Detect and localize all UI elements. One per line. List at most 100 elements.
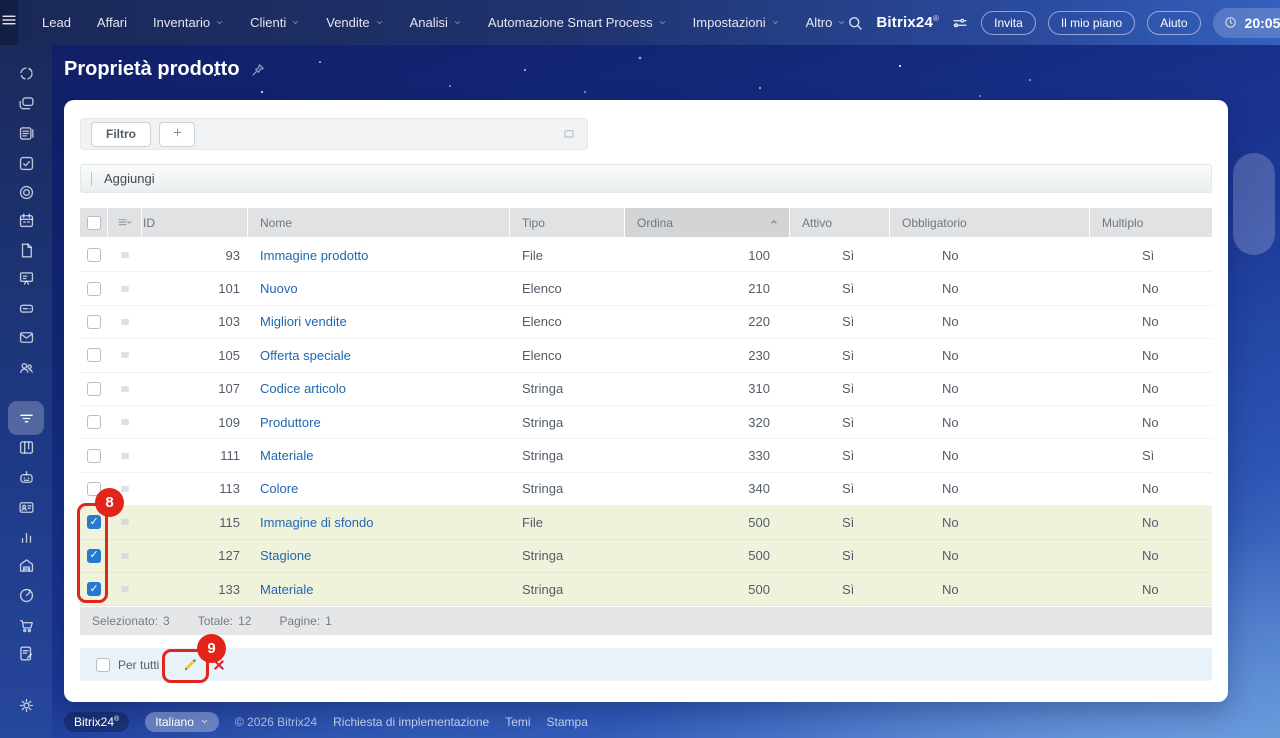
drag-handle-icon[interactable] — [117, 247, 133, 263]
top-menu-item-affari[interactable]: Affari — [97, 15, 127, 30]
footer-brand[interactable]: Bitrix24® — [64, 712, 129, 732]
sidebar-item-copilot-icon[interactable] — [10, 58, 42, 88]
grid-settings-icon[interactable] — [116, 214, 133, 231]
add-button[interactable]: Aggiungi — [92, 171, 155, 186]
row-checkbox[interactable] — [87, 515, 101, 529]
column-header-obbligatorio[interactable]: Obbligatorio — [890, 208, 1090, 237]
sidebar-item-projects-icon[interactable] — [10, 432, 42, 462]
top-menu-item-lead[interactable]: Lead — [42, 15, 71, 30]
sidebar-item-analytics-icon[interactable] — [10, 522, 42, 552]
top-menu-item-altro[interactable]: Altro — [806, 15, 847, 30]
sidebar-item-processes-icon[interactable] — [10, 177, 42, 207]
table-row: 107 Codice articolo Stringa 310 Sì No No — [80, 373, 1212, 406]
language-selector[interactable]: Italiano — [145, 712, 219, 732]
table-row: 127 Stagione Stringa 500 Sì No No — [80, 540, 1212, 573]
property-link[interactable]: Offerta speciale — [260, 348, 351, 363]
sidebar-item-settings-icon[interactable] — [10, 690, 42, 720]
sidebar-item-tasks-icon[interactable] — [10, 148, 42, 178]
sidebar-item-contact-center-icon[interactable] — [10, 492, 42, 522]
drag-handle-icon[interactable] — [117, 314, 133, 330]
row-checkbox[interactable] — [87, 248, 101, 262]
property-link[interactable]: Colore — [260, 481, 298, 496]
drag-handle-icon[interactable] — [117, 281, 133, 297]
column-header-id[interactable]: ID — [142, 208, 248, 237]
property-link[interactable]: Immagine prodotto — [260, 248, 368, 263]
main-menu-toggle[interactable] — [0, 0, 18, 45]
table-row: 103 Migliori vendite Elenco 220 Sì No No — [80, 306, 1212, 339]
row-checkbox[interactable] — [87, 282, 101, 296]
sidebar-item-messenger-icon[interactable] — [10, 88, 42, 118]
property-link[interactable]: Materiale — [260, 448, 313, 463]
sidebar-item-shop-icon[interactable] — [10, 610, 42, 640]
sidebar-item-calendar-icon[interactable] — [10, 205, 42, 235]
column-header-nome[interactable]: Nome — [248, 208, 510, 237]
row-checkbox[interactable] — [87, 382, 101, 396]
sidebar-item-sign-icon[interactable] — [10, 638, 42, 668]
marketing-icon — [17, 586, 36, 605]
top-menu-item-vendite[interactable]: Vendite — [326, 15, 383, 30]
property-link[interactable]: Produttore — [260, 415, 321, 430]
top-menu-item-automazione-smart-process[interactable]: Automazione Smart Process — [488, 15, 667, 30]
column-header-attivo[interactable]: Attivo — [790, 208, 890, 237]
row-checkbox[interactable] — [87, 482, 101, 496]
column-header-multiplo[interactable]: Multiplo — [1090, 208, 1212, 237]
sidebar-item-feed-icon[interactable] — [10, 118, 42, 148]
select-all-checkbox[interactable] — [87, 216, 101, 230]
sidebar-item-employees-icon[interactable] — [10, 352, 42, 382]
panel-toggle-icon[interactable] — [561, 126, 577, 142]
top-menu-item-analisi[interactable]: Analisi — [410, 15, 462, 30]
footer-link-stampa[interactable]: Stampa — [547, 715, 588, 729]
brand-logo: Bitrix24® — [876, 14, 939, 31]
sliders-icon[interactable] — [951, 14, 969, 32]
my-plan-button[interactable]: Il mio piano — [1048, 11, 1135, 35]
drag-handle-icon[interactable] — [117, 347, 133, 363]
property-link[interactable]: Stagione — [260, 548, 311, 563]
property-link[interactable]: Materiale — [260, 582, 313, 597]
property-link[interactable]: Immagine di sfondo — [260, 515, 373, 530]
pin-icon[interactable] — [250, 62, 266, 78]
sidebar-item-whiteboard-icon[interactable] — [10, 263, 42, 293]
sidebar-item-automation-icon[interactable] — [10, 462, 42, 492]
filter-search-bar[interactable]: Filtro — [80, 118, 588, 150]
shop-icon — [17, 616, 36, 635]
drag-handle-icon[interactable] — [117, 581, 133, 597]
row-checkbox[interactable] — [87, 549, 101, 563]
sidebar-item-drive-icon[interactable] — [10, 293, 42, 323]
property-link[interactable]: Migliori vendite — [260, 314, 347, 329]
column-header-tipo[interactable]: Tipo — [510, 208, 625, 237]
invite-button[interactable]: Invita — [981, 11, 1036, 35]
top-menu-item-clienti[interactable]: Clienti — [250, 15, 300, 30]
sidebar-item-warehouse-icon[interactable] — [10, 550, 42, 580]
drag-handle-icon[interactable] — [117, 514, 133, 530]
filter-button[interactable]: Filtro — [91, 122, 151, 147]
column-header-ordina[interactable]: Ordina — [625, 208, 790, 237]
property-link[interactable]: Codice articolo — [260, 381, 346, 396]
row-drag-cell — [108, 272, 142, 304]
delete-selected-button[interactable] — [211, 657, 227, 673]
sidebar-item-marketing-icon[interactable] — [10, 580, 42, 610]
top-menu-item-inventario[interactable]: Inventario — [153, 15, 224, 30]
clock-widget[interactable]: 20:05 — [1213, 8, 1280, 38]
row-checkbox[interactable] — [87, 449, 101, 463]
top-menu-item-impostazioni[interactable]: Impostazioni — [693, 15, 780, 30]
row-checkbox[interactable] — [87, 315, 101, 329]
row-checkbox[interactable] — [87, 582, 101, 596]
row-checkbox[interactable] — [87, 415, 101, 429]
drag-handle-icon[interactable] — [117, 548, 133, 564]
footer-link-richiesta-di-implementazione[interactable]: Richiesta di implementazione — [333, 715, 489, 729]
footer-link-temi[interactable]: Temi — [505, 715, 530, 729]
for-all-checkbox[interactable] — [96, 658, 110, 672]
edit-selected-button[interactable] — [181, 656, 199, 674]
drag-handle-icon[interactable] — [117, 414, 133, 430]
row-checkbox[interactable] — [87, 348, 101, 362]
sidebar-item-documents-icon[interactable] — [10, 235, 42, 265]
help-button[interactable]: Aiuto — [1147, 11, 1200, 35]
sidebar-item-mail-icon[interactable] — [10, 322, 42, 352]
sidebar-item-crm-icon[interactable] — [8, 401, 44, 435]
search-icon[interactable] — [846, 14, 864, 32]
drag-handle-icon[interactable] — [117, 481, 133, 497]
property-link[interactable]: Nuovo — [260, 281, 298, 296]
drag-handle-icon[interactable] — [117, 448, 133, 464]
drag-handle-icon[interactable] — [117, 381, 133, 397]
add-filter-button[interactable] — [159, 122, 195, 147]
